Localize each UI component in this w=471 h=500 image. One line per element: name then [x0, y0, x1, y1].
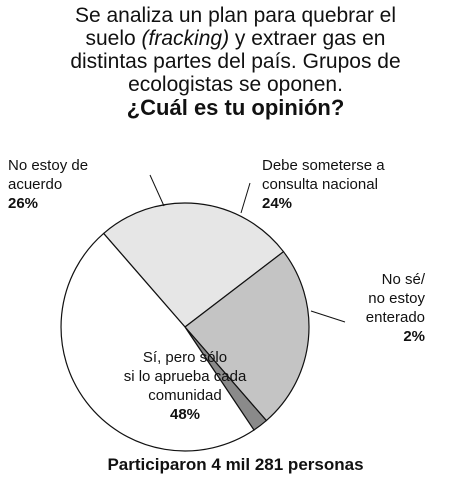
slice-percent-2: 2% [403, 328, 425, 345]
participants-note: Participaron 4 mil 281 personas [107, 455, 364, 474]
slice-label-2-line-0: No sé/ [382, 271, 426, 288]
slice-label-3-line-1: si lo aprueba cada [124, 368, 247, 385]
leader-line-1 [240, 182, 251, 214]
leader-line-2 [310, 310, 346, 323]
slice-label-1-line-1: consulta nacional [262, 176, 378, 193]
pie-slice-1 [184, 250, 310, 422]
slice-label-3-line-2: comunidad [148, 387, 221, 404]
question-line-2-end: y extraer gas en [229, 27, 386, 50]
question-line-4: ecologistas se oponen. [128, 73, 343, 96]
slice-label-2-line-1: no estoy [368, 290, 425, 307]
slice-percent-1: 24% [262, 195, 292, 212]
question-prompt: ¿Cuál es tu opinión? [126, 95, 345, 120]
pie-slice-3 [60, 232, 255, 452]
question-fracking-term: (fracking) [141, 27, 230, 50]
question-line-2: suelo (fracking) y extraer gas en [0, 27, 471, 50]
pie-slice-0 [102, 202, 285, 328]
slice-label-2-line-2: enterado [366, 309, 425, 326]
slice-percent-0: 26% [8, 195, 38, 212]
slice-percent-3: 48% [170, 406, 200, 423]
slice-label-0-line-0: No estoy de [8, 157, 88, 174]
slice-label-1-line-0: Debe someterse a [262, 157, 385, 174]
slice-label-3-line-0: Sí, pero sólo [143, 349, 227, 366]
question-line-2-start: suelo [85, 27, 142, 50]
survey-question: Se analiza un plan para quebrar el suelo… [0, 4, 471, 119]
slice-label-0-line-1: acuerdo [8, 176, 62, 193]
question-line-1: Se analiza un plan para quebrar el [74, 4, 397, 27]
question-line-3: distintas partes del país. Grupos de [70, 50, 401, 73]
leader-line-0 [149, 174, 165, 207]
